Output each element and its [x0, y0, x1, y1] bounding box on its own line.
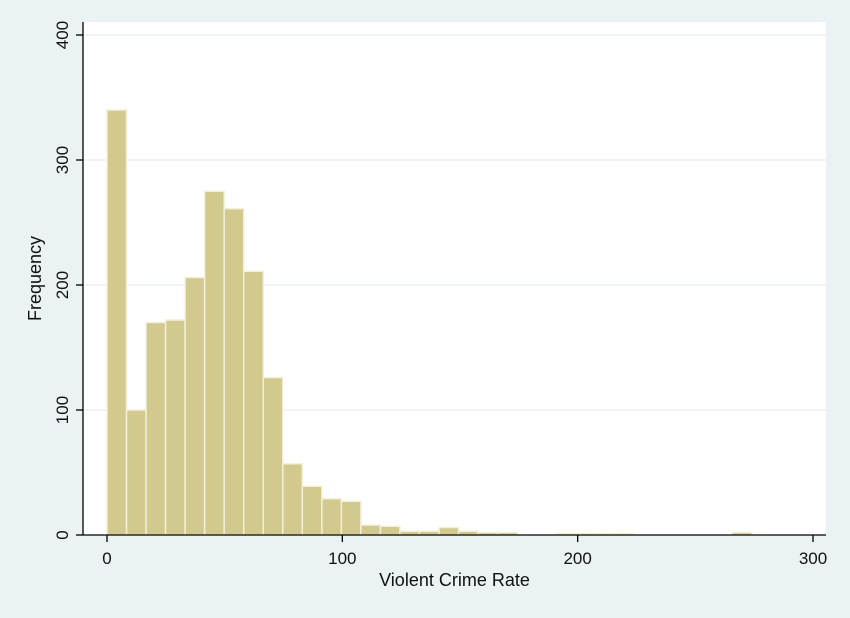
- bar-6: [223, 208, 245, 536]
- bar-5: [203, 190, 225, 536]
- bar-13: [360, 524, 382, 536]
- x-axis-label: Violent Crime Rate: [379, 570, 530, 590]
- bar-4: [184, 276, 206, 536]
- bar-10: [301, 485, 323, 536]
- x-ticks: 0 100 200 300: [102, 535, 827, 568]
- bar-9: [282, 463, 304, 536]
- y-axis-label: Frequency: [25, 236, 45, 321]
- bar-2: [145, 321, 167, 536]
- bar-11: [321, 498, 343, 536]
- bar-7: [242, 270, 265, 536]
- bar-1: [125, 409, 147, 536]
- y-tick-label-100: 100: [53, 396, 72, 424]
- y-tick-label-200: 200: [53, 271, 72, 299]
- y-tick-label-300: 300: [53, 146, 72, 174]
- bars: [106, 109, 753, 536]
- bar-3: [164, 319, 186, 536]
- bar-8: [262, 376, 284, 536]
- x-tick-label-300: 300: [799, 549, 827, 568]
- y-tick-label-0: 0: [53, 530, 72, 539]
- bar-12: [340, 500, 362, 536]
- x-tick-label-0: 0: [102, 549, 111, 568]
- x-tick-label-100: 100: [328, 549, 356, 568]
- bar-14: [379, 525, 401, 536]
- axes: [82, 22, 826, 536]
- y-tick-label-400: 400: [53, 21, 72, 49]
- y-ticks: 0 100 200 300 400: [53, 21, 83, 540]
- bar-17: [438, 526, 460, 536]
- bar-0: [106, 109, 128, 536]
- x-tick-label-200: 200: [563, 549, 591, 568]
